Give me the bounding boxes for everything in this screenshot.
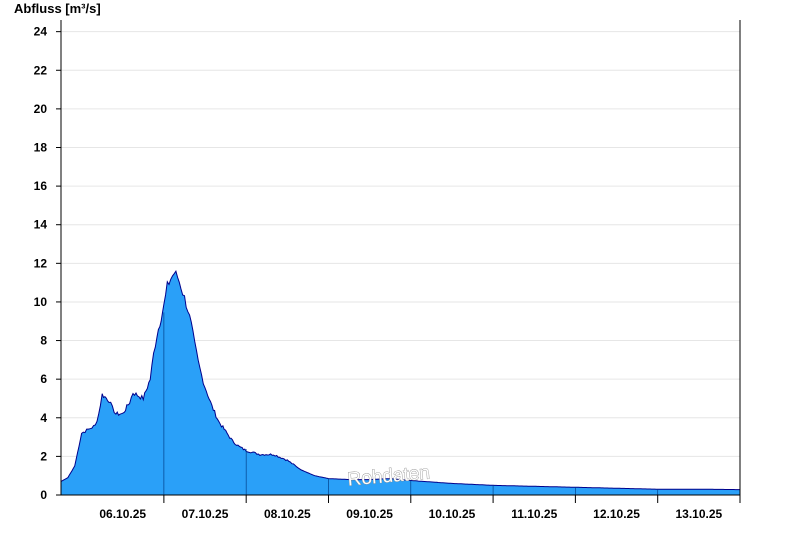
day-separator-layer: [163, 312, 659, 495]
y-tick-label: 18: [34, 140, 48, 154]
y-tick-label: 22: [34, 63, 48, 77]
y-axis-label: Abfluss [m³/s]: [14, 1, 101, 16]
y-tick-label: 10: [34, 295, 48, 309]
x-tick-label: 09.10.25: [346, 507, 393, 521]
y-tick-label: 24: [34, 25, 48, 39]
y-tick-label: 2: [40, 449, 47, 463]
y-tick-label: 16: [34, 179, 48, 193]
discharge-area: [61, 271, 740, 495]
y-tick-label: 12: [34, 256, 48, 270]
y-tick-label: 14: [34, 218, 48, 232]
y-tick-label: 0: [40, 488, 47, 502]
y-tick-label: 4: [40, 411, 47, 425]
x-tick-label: 06.10.25: [99, 507, 146, 521]
discharge-line: [60, 270, 740, 491]
y-tick-label: 6: [40, 372, 47, 386]
area-layer: [60, 270, 740, 495]
x-tick-label: 11.10.25: [511, 507, 557, 521]
x-tick-label: 08.10.25: [264, 507, 311, 521]
y-tick-label: 8: [40, 334, 47, 348]
y-tick-label: 20: [34, 102, 48, 116]
x-tick-label: 12.10.25: [593, 507, 640, 521]
x-tick-label: 13.10.25: [675, 507, 722, 521]
x-tick-label: 10.10.25: [429, 507, 476, 521]
x-tick-label: 07.10.25: [182, 507, 229, 521]
